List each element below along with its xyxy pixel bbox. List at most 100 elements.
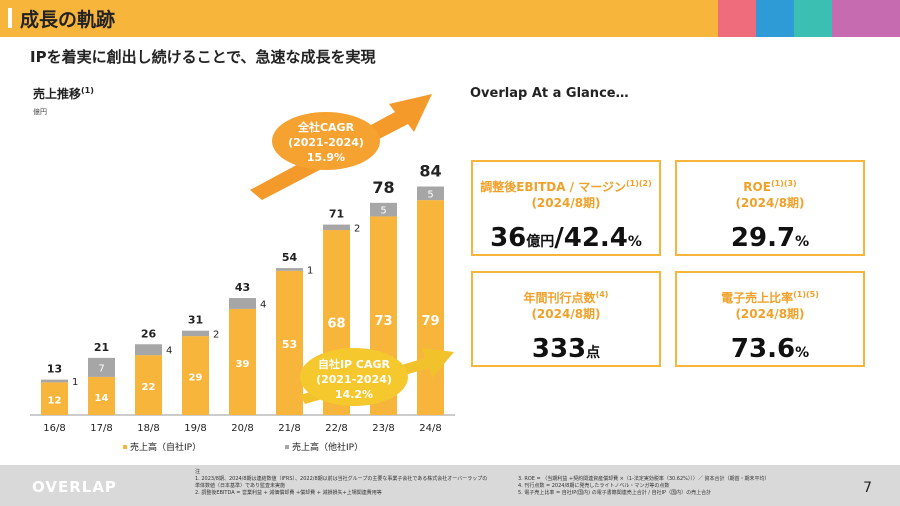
chart-unit: 億円 xyxy=(33,108,47,116)
card-ebitda-value: 36億円/42.4% xyxy=(473,223,659,253)
x-tick-label: 21/8 xyxy=(278,423,300,434)
data-label-own: 73 xyxy=(374,314,392,329)
footnote-line: 2. 調整後EBITDA = 営業利益 + 減価償却費 +償却費 + 減損損失+… xyxy=(195,490,382,496)
cagr-own-bubble xyxy=(300,348,408,406)
chart-title-text: 売上推移 xyxy=(33,87,82,101)
bar-other-ip xyxy=(88,357,115,377)
data-label-other: 7 xyxy=(98,363,104,374)
card-ebitda-value-2: /42.4 xyxy=(554,223,628,253)
cagr-own-label: 自社IP CAGR xyxy=(318,357,391,371)
x-tick-label: 20/8 xyxy=(231,423,253,434)
x-tick-label: 24/8 xyxy=(419,423,441,434)
data-label-total: 31 xyxy=(188,314,203,327)
bar-own-ip xyxy=(229,308,256,415)
cagr-own-period: (2021-2024) xyxy=(316,373,392,386)
card-digital-value-1: 73.6 xyxy=(730,334,796,364)
header-swatch-pink xyxy=(718,0,756,37)
x-tick-label: 17/8 xyxy=(90,423,112,434)
data-label-own: 68 xyxy=(327,317,345,332)
data-label-total: 78 xyxy=(372,178,394,197)
x-tick-label: 22/8 xyxy=(325,423,347,434)
data-label-other: 1 xyxy=(307,265,313,276)
card-roe-label: ROE(1)(3) xyxy=(677,176,863,195)
footnote-line: 3. ROE = （当期利益 +契約関連資産償却費 ×（1-法定実効税率（30.… xyxy=(518,476,770,482)
card-digital-note: (1)(5) xyxy=(793,290,819,299)
bar-other-ip xyxy=(41,379,68,383)
data-label-own: 39 xyxy=(236,359,250,370)
card-digital-label: 電子売上比率(1)(5) xyxy=(677,287,863,306)
header-swatch-teal xyxy=(794,0,832,37)
card-ebitda-unit-2: % xyxy=(627,234,642,250)
card-titles-note: (4) xyxy=(595,290,609,299)
card-ebitda-value-1: 36 xyxy=(490,223,527,253)
bar-other-ip xyxy=(323,224,350,231)
chart-title-note: (1) xyxy=(81,86,94,95)
card-ebitda-label-text: 調整後EBITDA / マージン xyxy=(480,180,626,194)
x-tick-label: 16/8 xyxy=(43,423,65,434)
card-digital-value: 73.6% xyxy=(677,334,863,364)
bar-other-ip xyxy=(229,298,256,309)
data-label-total: 71 xyxy=(329,208,344,221)
card-roe-value-1: 29.7 xyxy=(730,223,796,253)
glance-title: Overlap At a Glance… xyxy=(470,86,629,101)
page-number: 7 xyxy=(863,480,872,496)
slide-subtitle: IPを着実に創出し続けることで、急速な成長を実現 xyxy=(30,48,376,66)
data-label-other: 5 xyxy=(427,189,433,200)
card-roe: ROE(1)(3) (2024/8期) 29.7% xyxy=(675,160,865,256)
data-label-own: 12 xyxy=(48,396,62,407)
footnote-line: 単体数値（日本基準）であり監査未実施 xyxy=(195,483,285,489)
x-tick-label: 23/8 xyxy=(372,423,394,434)
bar-own-ip xyxy=(41,382,68,415)
cagr-total-label: 全社CAGR xyxy=(297,120,355,134)
bar-other-ip xyxy=(417,186,444,201)
data-label-total: 43 xyxy=(235,281,250,294)
card-digital-unit: % xyxy=(795,345,810,361)
cagr-total-value: 15.9% xyxy=(307,151,345,164)
data-label-own: 14 xyxy=(95,393,109,404)
header-bar: 成長の軌跡 xyxy=(0,0,900,37)
data-label-total: 84 xyxy=(419,162,441,181)
legend-swatch-own xyxy=(123,445,127,449)
card-digital-label-text: 電子売上比率 xyxy=(721,291,794,305)
data-label-total: 54 xyxy=(282,251,298,264)
bar-other-ip xyxy=(276,268,303,271)
legend-label-other: 売上高（他社IP） xyxy=(292,441,363,453)
card-titles-value-1: 333 xyxy=(531,334,587,364)
data-label-other: 2 xyxy=(354,223,360,234)
card-titles-unit: 点 xyxy=(586,345,601,361)
cagr-own-value: 14.2% xyxy=(335,388,373,401)
card-titles-label: 年間刊行点数(4) xyxy=(473,287,659,306)
x-tick-label: 19/8 xyxy=(184,423,206,434)
bar-own-ip xyxy=(276,270,303,415)
footnote-line: 5. 電子売上比率 = 自社IP(国内) の電子書籍関連売上合計 / 自社IP（… xyxy=(518,490,712,496)
card-ebitda-unit-1: 億円 xyxy=(526,234,555,250)
card-digital-period: (2024/8期) xyxy=(735,307,805,321)
bar-own-ip xyxy=(135,355,162,415)
footnotes-head: 注 xyxy=(195,469,201,475)
overlap-logo: OVERLAP xyxy=(32,478,117,496)
card-roe-period: (2024/8期) xyxy=(735,196,805,210)
card-titles: 年間刊行点数(4) (2024/8期) 333点 xyxy=(471,271,661,367)
card-ebitda: 調整後EBITDA / マージン(1)(2) (2024/8期) 36億円/42… xyxy=(471,160,661,256)
card-ebitda-period: (2024/8期) xyxy=(531,196,601,210)
legend-swatch-other xyxy=(285,445,289,449)
data-label-other: 1 xyxy=(72,377,78,388)
card-digital: 電子売上比率(1)(5) (2024/8期) 73.6% xyxy=(675,271,865,367)
footer: OVERLAP 注 1. 2023/8期、2024/8期は連結数値（IFRS）、… xyxy=(0,465,900,506)
bar-other-ip xyxy=(370,202,397,217)
card-ebitda-note: (1)(2) xyxy=(625,179,652,188)
data-label-own: 29 xyxy=(189,373,203,384)
card-ebitda-label: 調整後EBITDA / マージン(1)(2) xyxy=(473,176,659,195)
bar-own-ip xyxy=(182,336,209,415)
cagr-total-bubble xyxy=(272,112,380,170)
bar-other-ip xyxy=(182,330,209,337)
cagr-total-period: (2021-2024) xyxy=(288,136,364,149)
bar-own-ip xyxy=(88,376,115,415)
data-label-other: 4 xyxy=(260,299,266,310)
card-roe-unit: % xyxy=(795,234,810,250)
card-titles-value: 333点 xyxy=(473,334,659,364)
data-label-other: 4 xyxy=(166,346,172,357)
header-accent-line xyxy=(8,8,12,28)
data-label-own: 22 xyxy=(142,382,156,393)
